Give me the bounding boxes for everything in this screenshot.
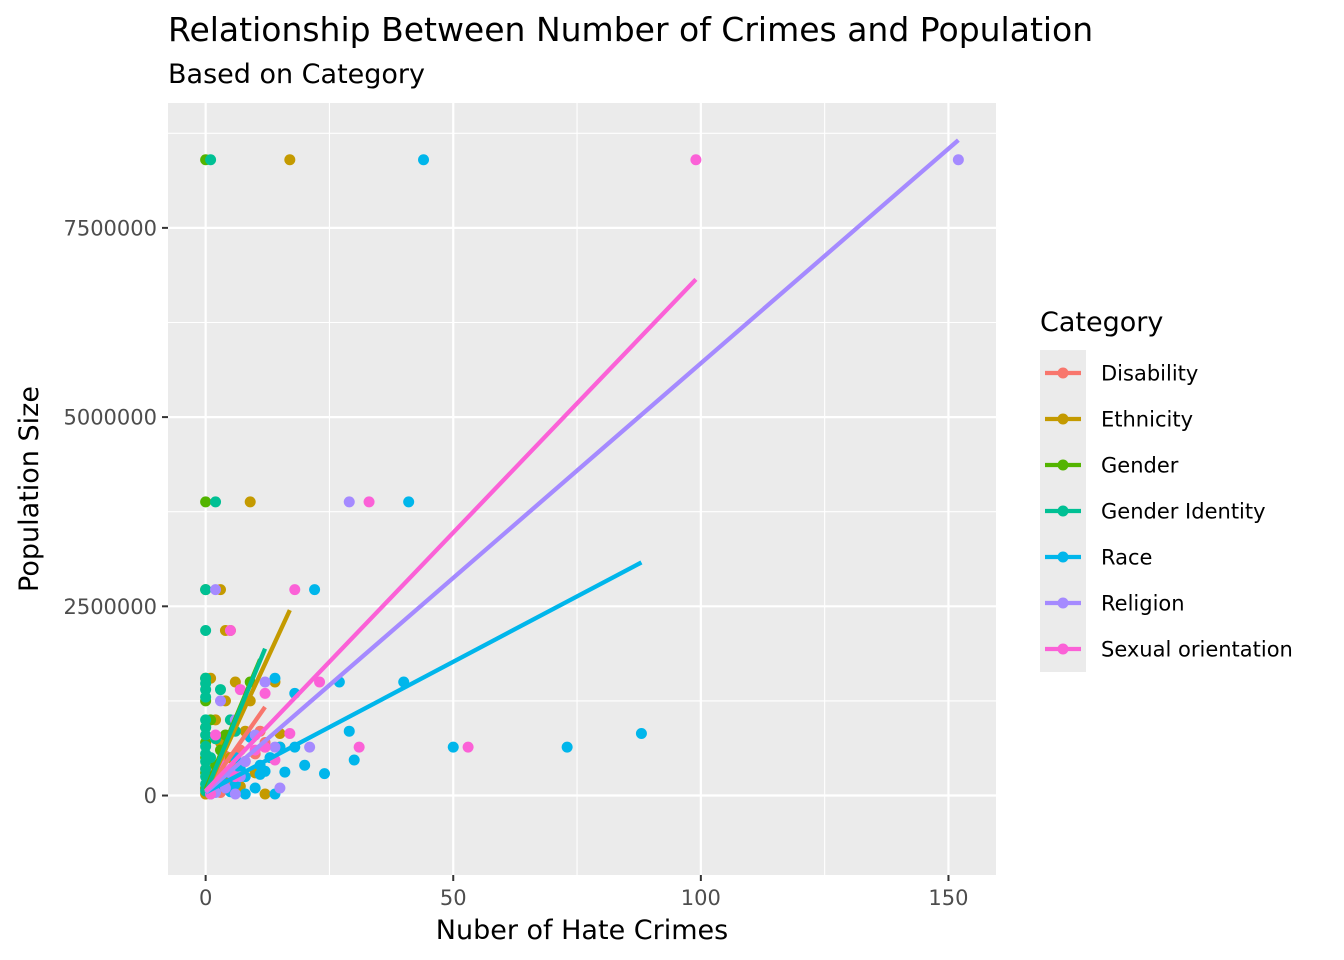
legend-label: Gender Identity — [1101, 500, 1266, 524]
data-point — [239, 788, 251, 800]
data-point — [210, 729, 222, 741]
legend-item: Gender — [1040, 442, 1179, 488]
data-point — [269, 741, 281, 753]
data-point — [284, 154, 296, 166]
data-point — [635, 727, 647, 739]
y-tick-label: 0 — [144, 784, 157, 808]
data-point — [304, 741, 316, 753]
data-point — [690, 154, 702, 166]
data-point — [269, 672, 281, 684]
data-point — [200, 496, 212, 508]
data-point — [210, 584, 222, 596]
data-point — [200, 584, 212, 596]
legend-label: Ethnicity — [1101, 408, 1193, 432]
data-point — [447, 741, 459, 753]
legend-key-point — [1057, 413, 1069, 425]
data-point — [244, 496, 256, 508]
legend-label: Gender — [1101, 454, 1179, 478]
legend-label: Race — [1101, 546, 1152, 570]
data-point — [229, 788, 241, 800]
legend-label: Sexual orientation — [1101, 638, 1293, 662]
data-point — [200, 684, 212, 696]
data-point — [205, 752, 217, 764]
legend: Category Disability Ethnicity Gender Gender… — [1040, 307, 1293, 672]
data-point — [259, 788, 271, 800]
minor-gridlines — [168, 103, 996, 875]
data-point — [259, 687, 271, 699]
legend-key-point — [1057, 367, 1069, 379]
data-point — [418, 154, 430, 166]
data-point — [343, 496, 355, 508]
data-point — [205, 154, 217, 166]
x-tick-label: 50 — [440, 886, 467, 910]
data-point — [952, 154, 964, 166]
data-point — [200, 763, 212, 775]
data-point — [224, 625, 236, 637]
data-point — [318, 768, 330, 780]
data-point — [561, 741, 573, 753]
fit-line — [204, 560, 643, 795]
data-point — [343, 725, 355, 737]
chart-subtitle: Based on Category — [168, 59, 425, 90]
data-point — [353, 741, 365, 753]
x-tick-label: 150 — [928, 886, 968, 910]
data-point — [249, 782, 261, 794]
plot-panel — [168, 103, 996, 875]
data-point — [214, 695, 226, 707]
data-point — [462, 741, 474, 753]
data-point — [210, 496, 222, 508]
data-point — [200, 691, 212, 703]
fit-line — [204, 277, 698, 793]
legend-key-point — [1057, 597, 1069, 609]
legend-title: Category — [1040, 307, 1163, 338]
data-point — [259, 676, 271, 688]
y-tick-label: 5000000 — [63, 406, 157, 430]
y-tick-label: 7500000 — [63, 216, 157, 240]
major-gridlines — [168, 103, 996, 875]
data-point — [348, 754, 360, 766]
legend-item: Ethnicity — [1040, 396, 1193, 442]
legend-item: Sexual orientation — [1040, 626, 1293, 672]
data-point — [214, 684, 226, 696]
legend-item: Gender Identity — [1040, 488, 1266, 534]
data-point — [254, 768, 266, 780]
data-point — [299, 759, 311, 771]
legend-label: Disability — [1101, 362, 1198, 386]
data-point — [274, 782, 286, 794]
data-point — [403, 496, 415, 508]
legend-key-point — [1057, 505, 1069, 517]
y-axis-title: Population Size — [14, 386, 45, 592]
legend-item: Race — [1040, 534, 1152, 580]
legend-item: Religion — [1040, 580, 1185, 626]
data-point — [314, 676, 326, 688]
y-axis: 0 2500000 5000000 7500000 — [63, 216, 168, 808]
data-point — [289, 584, 301, 596]
legend-key-point — [1057, 643, 1069, 655]
fit-lines — [203, 138, 960, 795]
legend-item: Disability — [1040, 350, 1198, 396]
data-point — [309, 584, 321, 596]
data-point — [200, 714, 212, 726]
x-axis-title: Nuber of Hate Crimes — [436, 915, 728, 946]
data-point — [234, 684, 246, 696]
legend-label: Religion — [1101, 592, 1185, 616]
y-tick-label: 2500000 — [63, 595, 157, 619]
data-point — [200, 625, 212, 637]
data-point — [200, 721, 212, 733]
x-tick-label: 0 — [199, 886, 212, 910]
data-point — [200, 740, 212, 752]
fit-line — [203, 647, 268, 794]
x-tick-label: 100 — [681, 886, 721, 910]
data-point — [279, 766, 291, 778]
x-axis: 0 50 100 150 — [199, 875, 969, 910]
legend-key-point — [1057, 459, 1069, 471]
fit-line — [204, 138, 960, 795]
legend-key-point — [1057, 551, 1069, 563]
chart-title: Relationship Between Number of Crimes an… — [168, 10, 1093, 49]
data-point — [200, 729, 212, 741]
data-point — [363, 496, 375, 508]
data-point — [284, 727, 296, 739]
